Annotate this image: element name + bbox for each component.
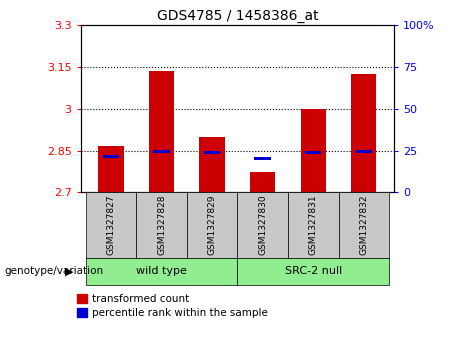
Bar (154, 150, 170, 153)
FancyBboxPatch shape (187, 192, 237, 258)
Text: GSM1327830: GSM1327830 (258, 195, 267, 256)
Text: GSM1327831: GSM1327831 (309, 195, 318, 256)
Bar (305, 151, 321, 154)
FancyBboxPatch shape (288, 192, 338, 258)
FancyBboxPatch shape (338, 192, 389, 258)
Text: wild type: wild type (136, 266, 187, 276)
Bar (103, 155, 119, 158)
FancyBboxPatch shape (237, 192, 288, 258)
Text: genotype/variation: genotype/variation (5, 266, 104, 276)
Title: GDS4785 / 1458386_at: GDS4785 / 1458386_at (157, 9, 318, 23)
Bar (250, 172, 275, 192)
Legend: transformed count, percentile rank within the sample: transformed count, percentile rank withi… (77, 294, 268, 318)
Bar (204, 151, 220, 154)
Text: SRC-2 null: SRC-2 null (284, 266, 342, 276)
Bar (200, 137, 225, 192)
Bar (301, 109, 326, 192)
FancyBboxPatch shape (86, 258, 237, 285)
Bar (254, 158, 271, 160)
Bar (351, 74, 377, 192)
Text: GSM1327832: GSM1327832 (359, 195, 368, 255)
FancyBboxPatch shape (136, 192, 187, 258)
FancyBboxPatch shape (86, 192, 136, 258)
Text: GSM1327828: GSM1327828 (157, 195, 166, 255)
Text: GSM1327829: GSM1327829 (207, 195, 217, 255)
FancyBboxPatch shape (237, 258, 389, 285)
Bar (98, 146, 124, 192)
Text: ▶: ▶ (65, 266, 73, 276)
Text: GSM1327827: GSM1327827 (106, 195, 116, 255)
Bar (149, 72, 174, 192)
Bar (355, 150, 372, 153)
